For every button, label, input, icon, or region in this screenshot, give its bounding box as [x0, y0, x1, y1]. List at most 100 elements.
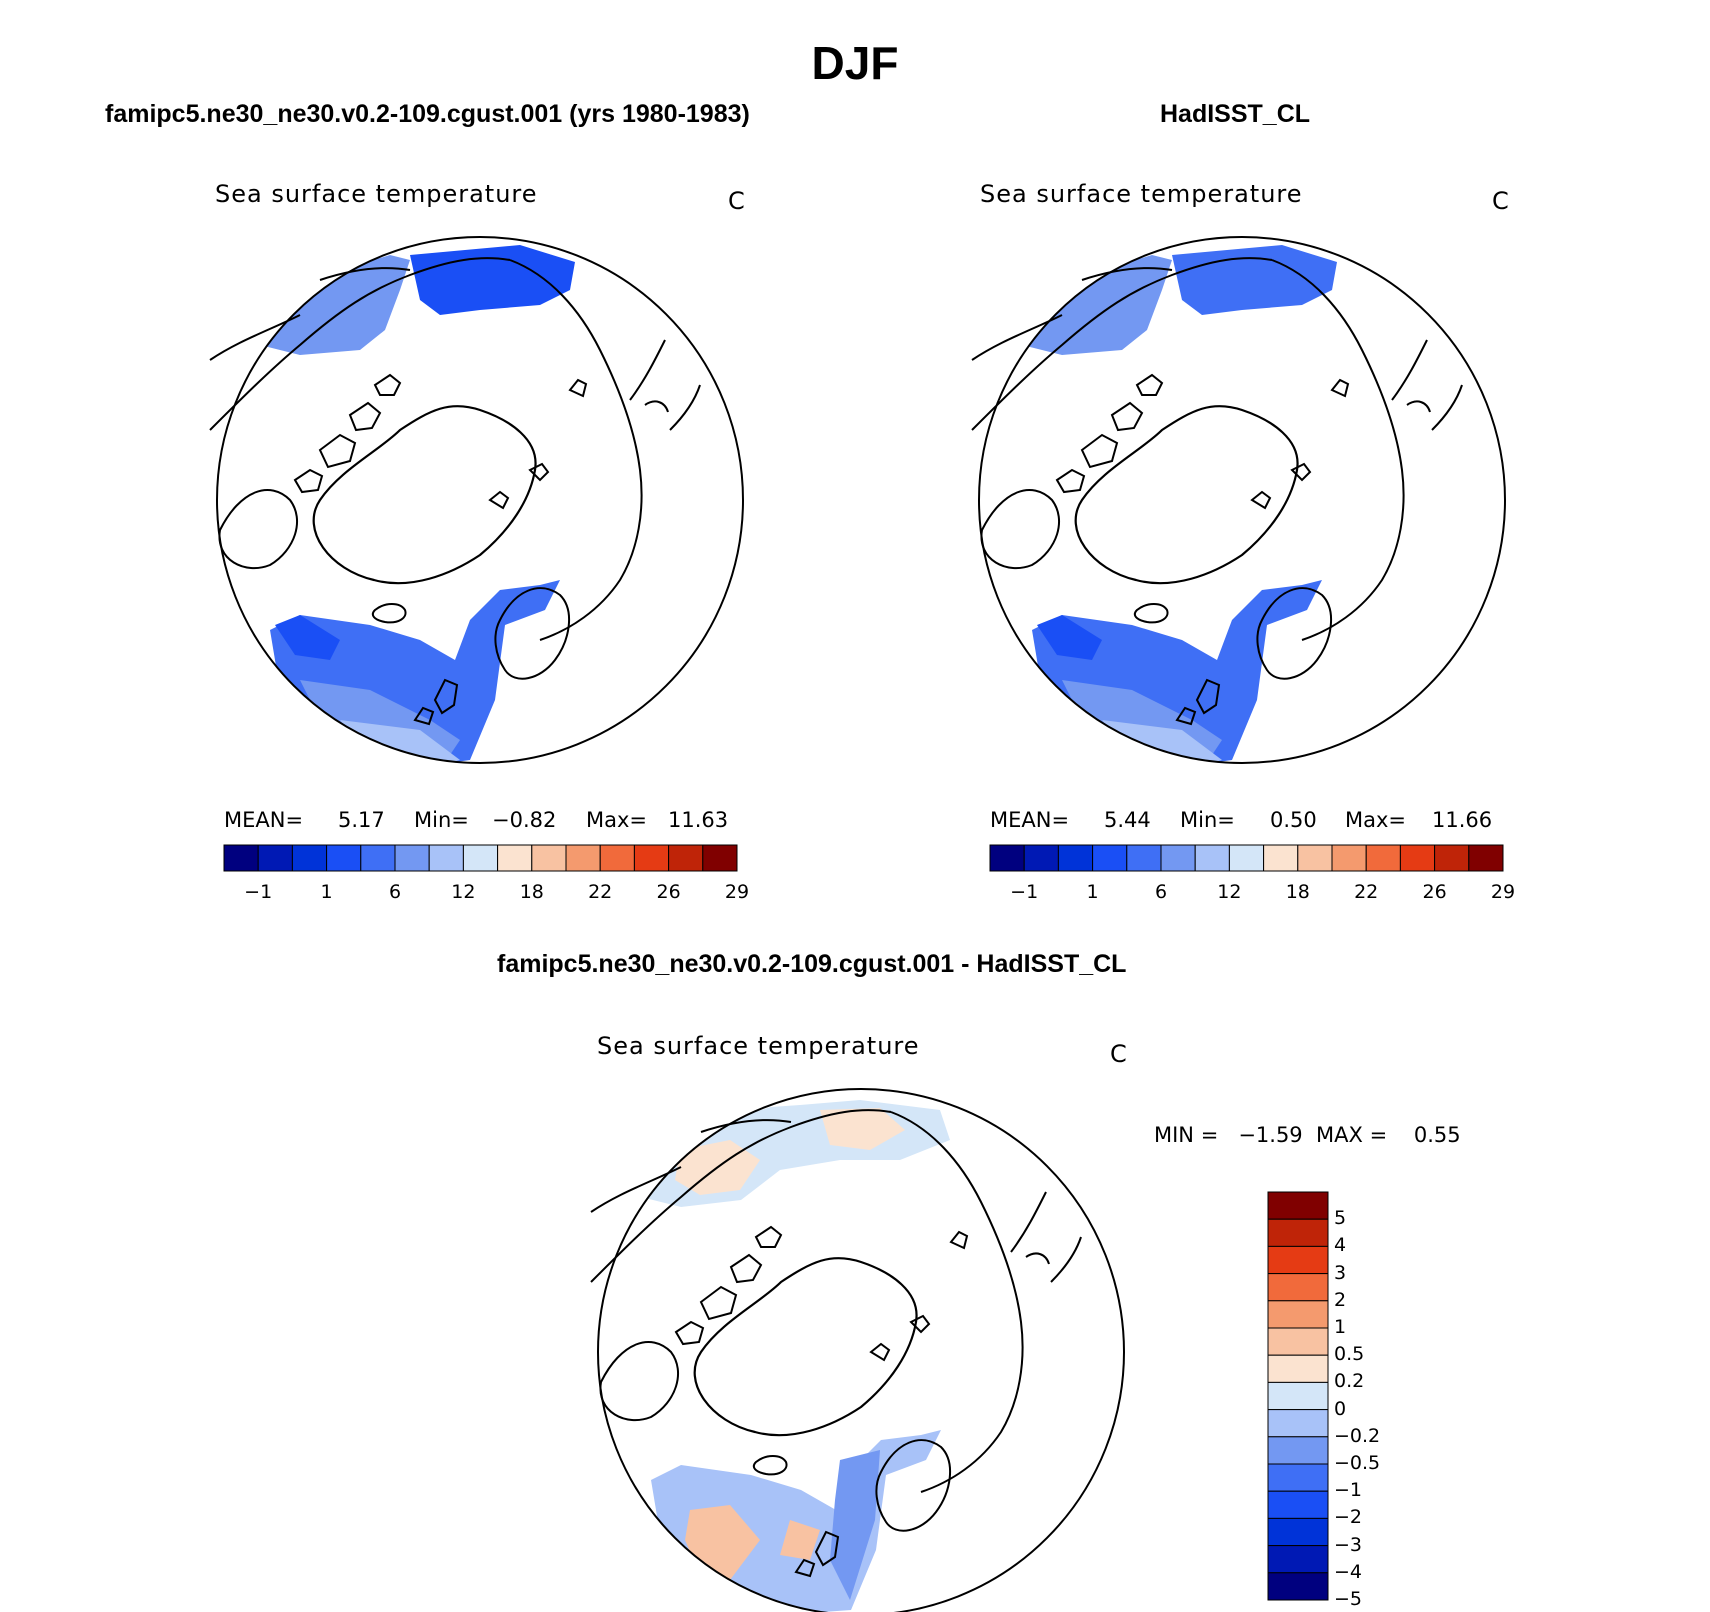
panel2-colorbar-tick-label: 29 — [1490, 881, 1516, 903]
panel1-min-label: Min= — [414, 808, 469, 832]
panel1-colorbar-tick-label: 12 — [451, 881, 476, 903]
panel1-colorbar — [223, 844, 738, 872]
panel2-colorbar-swatch — [1057, 844, 1094, 872]
panel3-colorbar-tick-label: −4 — [1334, 1560, 1363, 1583]
panel1-colorbar-swatch — [633, 844, 670, 872]
panel2-max-value: 11.66 — [1432, 808, 1493, 832]
panel2-min-label: Min= — [1180, 808, 1235, 832]
panel2-variable-label: Sea surface temperature — [980, 180, 1303, 208]
panel1-colorbar-tick-label: 6 — [388, 881, 402, 903]
panel3-map — [589, 1088, 1125, 1612]
panel2-colorbar-tick-label: 18 — [1285, 881, 1310, 903]
panel2-colorbar-swatch — [1194, 844, 1230, 872]
panel3-colorbar-swatch — [1267, 1300, 1329, 1329]
panel1-colorbar-swatch — [360, 844, 396, 872]
panel3-colorbar-tick-label: 0.2 — [1334, 1370, 1365, 1393]
panel2-colorbar-swatch — [1434, 844, 1470, 872]
panel1-colorbar-swatch — [531, 844, 567, 872]
panel1-colorbar-swatch — [291, 844, 328, 872]
panel2-north-pacific-field — [979, 255, 1172, 380]
panel2-map — [970, 236, 1506, 764]
panel3-colorbar-swatch — [1267, 1490, 1329, 1519]
panel3-colorbar-swatch — [1267, 1354, 1329, 1383]
panel2-map-border — [978, 236, 1506, 764]
panel1-colorbar-tick-label: 1 — [320, 881, 333, 903]
panel1-colorbar-swatch — [565, 844, 601, 872]
panel3-colorbar-swatch — [1267, 1245, 1329, 1275]
panel3-atlantic-cold-spot — [830, 1450, 880, 1600]
panel3-colorbar-swatch — [1267, 1409, 1329, 1438]
panel1-mean-label: MEAN= — [224, 808, 304, 832]
panel1-variable-label: Sea surface temperature — [215, 180, 538, 208]
panel3-colorbar-swatch — [1267, 1218, 1329, 1247]
panel2-colorbar-swatch — [1126, 844, 1162, 872]
panel1-north-pacific-field — [217, 255, 410, 380]
panel2-max-label: Max= — [1345, 808, 1407, 832]
panel2-colorbar — [989, 844, 1504, 872]
panel3-north-pacific-warm — [675, 1108, 905, 1195]
panel2-units-label: C — [1492, 187, 1510, 215]
panel3-colorbar-swatch — [1267, 1191, 1329, 1220]
panel3-colorbar-tick-label: −1 — [1334, 1479, 1363, 1502]
panel1-mean-value: 5.17 — [338, 808, 385, 832]
panel1-max-value: 11.63 — [668, 808, 729, 832]
panel3-colorbar-tick-label: 0.5 — [1334, 1343, 1365, 1366]
panel1-min-value: −0.82 — [492, 808, 557, 832]
panel3-colorbar-tick-label: −2 — [1334, 1506, 1363, 1529]
panel3-colorbar-tick-label: −3 — [1334, 1533, 1363, 1556]
panel3-minmax-stats: MIN = −1.59 MAX = 0.55 — [1154, 1123, 1461, 1147]
panel1-colorbar-swatch — [599, 844, 635, 872]
panel1-colorbar-tick-label: 22 — [588, 881, 613, 903]
panel3-colorbar-tick-label: 3 — [1334, 1261, 1347, 1284]
panel3-colorbar — [1267, 1191, 1329, 1601]
panel3-map-border — [597, 1088, 1125, 1612]
panel3-colorbar-tick-label: −0.2 — [1334, 1424, 1381, 1447]
panel2-labrador-field — [1037, 615, 1102, 660]
panel3-colorbar-swatch — [1267, 1572, 1329, 1601]
panel2-colorbar-swatch — [1399, 844, 1436, 872]
panel2-colorbar-tick-label: 6 — [1154, 881, 1168, 903]
panel2-colorbar-tick-label: 12 — [1217, 881, 1242, 903]
panel3-colorbar-tick-label: −0.5 — [1334, 1452, 1381, 1474]
panel2-min-value: 0.50 — [1270, 808, 1317, 832]
panel3-colorbar-tick-label: −5 — [1334, 1588, 1363, 1610]
panel3-north-atlantic-warm — [685, 1505, 820, 1580]
panel1-title: famipc5.ne30_ne30.v0.2-109.cgust.001 (yr… — [105, 100, 750, 128]
panel1-labrador-field — [275, 615, 340, 660]
panel3-colorbar-swatch — [1267, 1327, 1329, 1356]
panel3-units-label: C — [1110, 1040, 1128, 1068]
panel1-colorbar-swatch — [668, 844, 704, 872]
panel3-colorbar-swatch — [1267, 1381, 1329, 1411]
panel2-colorbar-swatch — [1297, 844, 1333, 872]
panel3-colorbar-tick-label: 2 — [1334, 1288, 1347, 1311]
panel3-colorbar-swatch — [1267, 1517, 1329, 1547]
panel1-units-label: C — [728, 187, 746, 215]
panel1-colorbar-swatch — [462, 844, 499, 872]
panel3-colorbar-swatch — [1267, 1436, 1329, 1465]
panel2-mean-value: 5.44 — [1104, 808, 1151, 832]
panel1-colorbar-tick-label: 18 — [519, 881, 544, 903]
panel2-mean-label: MEAN= — [990, 808, 1070, 832]
panel2-colorbar-swatch — [1228, 844, 1265, 872]
panel3-colorbar-swatch — [1267, 1545, 1329, 1574]
panel2-title: HadISST_CL — [1160, 100, 1311, 128]
panel2-colorbar-tick-label: 1 — [1086, 881, 1099, 903]
panel1-colorbar-swatch — [702, 844, 738, 872]
panel3-colorbar-tick-label: 5 — [1334, 1207, 1347, 1230]
panel2-colorbar-tick-label: 26 — [1422, 881, 1447, 903]
panel2-colorbar-tick-label: 22 — [1354, 881, 1379, 903]
panel3-title: famipc5.ne30_ne30.v0.2-109.cgust.001 - H… — [497, 950, 1127, 978]
panel1-max-label: Max= — [586, 808, 648, 832]
panel1-colorbar-swatch — [326, 844, 362, 872]
panel1-map-border — [216, 236, 744, 764]
panel3-colorbar-swatch — [1267, 1273, 1329, 1302]
panel1-colorbar-swatch — [257, 844, 293, 872]
panel3-colorbar-tick-label: 1 — [1334, 1316, 1347, 1338]
panel1-colorbar-tick-label: 29 — [724, 881, 750, 903]
panel1-colorbar-tick-label: 26 — [656, 881, 681, 903]
panel2-colorbar-swatch — [1468, 844, 1504, 872]
panel2-colorbar-swatch — [1092, 844, 1128, 872]
panel2-colorbar-swatch — [1263, 844, 1299, 872]
panel2-colorbar-tick-label: −1 — [1010, 881, 1039, 903]
